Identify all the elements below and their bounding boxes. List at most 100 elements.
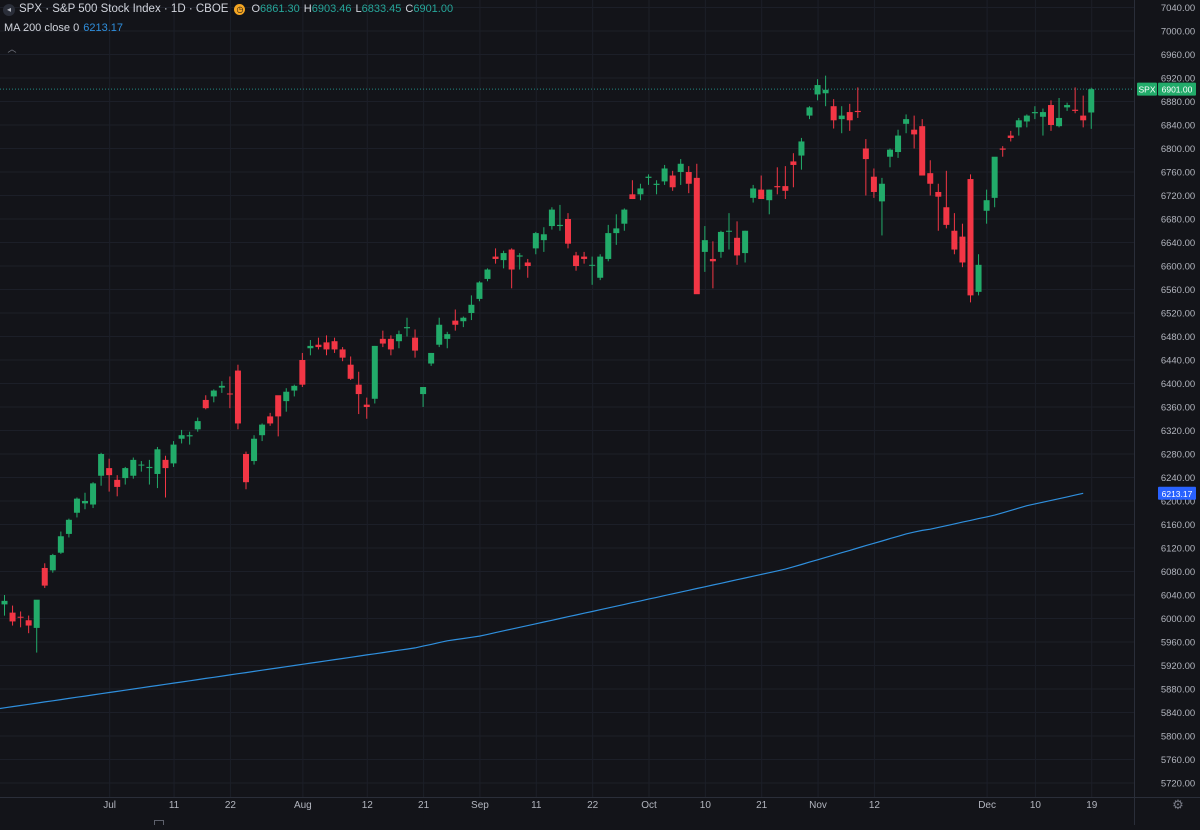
candle — [1031, 106, 1038, 120]
candle-body — [516, 255, 523, 257]
legend-toggle-chevron-icon[interactable]: ︿ — [7, 44, 17, 54]
candle — [106, 458, 113, 492]
candle — [814, 79, 821, 101]
candle-body — [951, 230, 958, 250]
candle-body — [677, 163, 684, 172]
candle-body — [838, 115, 845, 120]
candle-body — [1048, 105, 1054, 125]
candle-body — [1080, 115, 1087, 121]
candle — [33, 599, 40, 653]
y-tick-label: 6360.00 — [1161, 403, 1195, 414]
candle-body — [701, 240, 708, 252]
candle-body — [194, 421, 201, 430]
candle — [758, 175, 765, 200]
candle-body — [508, 249, 515, 270]
candle-body — [613, 228, 620, 234]
y-tick-label: 6720.00 — [1161, 191, 1195, 202]
candle-body — [959, 236, 966, 263]
candle — [162, 455, 169, 498]
x-tick-label: 10 — [1030, 800, 1042, 811]
candle-body — [33, 599, 40, 628]
candle — [790, 153, 797, 188]
x-tick-label: Nov — [809, 800, 827, 811]
candle-body — [106, 468, 113, 476]
candle — [331, 337, 338, 353]
candle — [170, 441, 177, 467]
candle — [371, 345, 378, 404]
candle — [202, 395, 209, 410]
candle-body — [734, 237, 741, 256]
candle — [476, 281, 483, 302]
candle-body — [291, 385, 298, 391]
last-price-symbol: SPX — [1138, 85, 1155, 95]
candle-body — [323, 342, 330, 350]
y-tick-label: 6840.00 — [1161, 121, 1195, 132]
x-tick-label: Aug — [294, 800, 312, 811]
candle-body — [830, 106, 837, 121]
candle-body — [750, 188, 757, 198]
candle — [420, 387, 427, 407]
candle-body — [887, 149, 893, 157]
candle — [903, 114, 910, 134]
candle-body — [1007, 135, 1014, 138]
candle — [887, 148, 893, 168]
close-label: C — [405, 3, 414, 15]
candle — [186, 431, 193, 445]
candle-body — [186, 435, 193, 437]
candle-body — [862, 148, 869, 160]
x-tick-label: Oct — [641, 800, 657, 811]
collapse-arrow-icon[interactable]: ◂ — [3, 3, 15, 16]
candle-body — [854, 110, 861, 113]
candle-body — [524, 262, 531, 266]
candle — [412, 329, 419, 358]
candle — [524, 258, 531, 278]
candle-body — [814, 85, 821, 95]
candle — [444, 331, 451, 349]
ma-value-badge[interactable]: 6213.17 — [1158, 486, 1196, 500]
candle — [870, 168, 877, 198]
candle-body — [693, 177, 700, 295]
candle — [532, 231, 539, 255]
candle-body — [379, 338, 386, 344]
candle — [267, 412, 274, 426]
y-tick-label: 5720.00 — [1161, 779, 1195, 790]
candle — [436, 317, 443, 348]
gear-icon[interactable]: ⚙ — [1172, 797, 1184, 812]
x-tick-label: 19 — [1086, 800, 1098, 811]
indicator-legend-row[interactable]: MA 200 close 0 6213.17 — [0, 20, 700, 37]
candle — [605, 224, 612, 262]
candle-body — [685, 172, 692, 184]
candle-body — [259, 424, 266, 436]
y-tick-label: 6200.00 — [1161, 497, 1195, 508]
candle-body — [1015, 120, 1022, 128]
x-tick-label: 21 — [418, 800, 430, 811]
candle-body — [798, 141, 805, 156]
candle-body — [806, 107, 813, 116]
candle-body — [742, 230, 749, 254]
candle-body — [870, 176, 877, 192]
candle — [57, 531, 64, 554]
indicator-name[interactable]: MA 200 close 0 — [4, 22, 80, 34]
candle — [846, 103, 853, 131]
candle — [637, 183, 644, 201]
candle-body — [387, 338, 394, 350]
symbol-title[interactable]: SPX · S&P 500 Stock Index · 1D · CBOE — [19, 3, 229, 15]
candle-body — [669, 175, 676, 188]
candle-body — [653, 183, 660, 185]
candle-body — [170, 444, 177, 464]
last-price-badge[interactable]: SPX 6901.00 — [1137, 82, 1196, 96]
candle — [717, 230, 724, 258]
candle — [259, 423, 266, 442]
y-tick-label: 6760.00 — [1161, 168, 1195, 179]
candle — [669, 170, 676, 191]
scroll-handle-icon[interactable] — [154, 820, 164, 825]
candle-body — [267, 416, 274, 424]
market-status-clock-icon[interactable]: ◷ — [234, 4, 246, 15]
candle — [613, 214, 620, 245]
symbol-legend-row[interactable]: ◂ SPX · S&P 500 Stock Index · 1D · CBOE … — [0, 1, 700, 18]
candle-body — [895, 135, 902, 153]
candle — [540, 227, 547, 252]
candle-body — [404, 327, 410, 329]
